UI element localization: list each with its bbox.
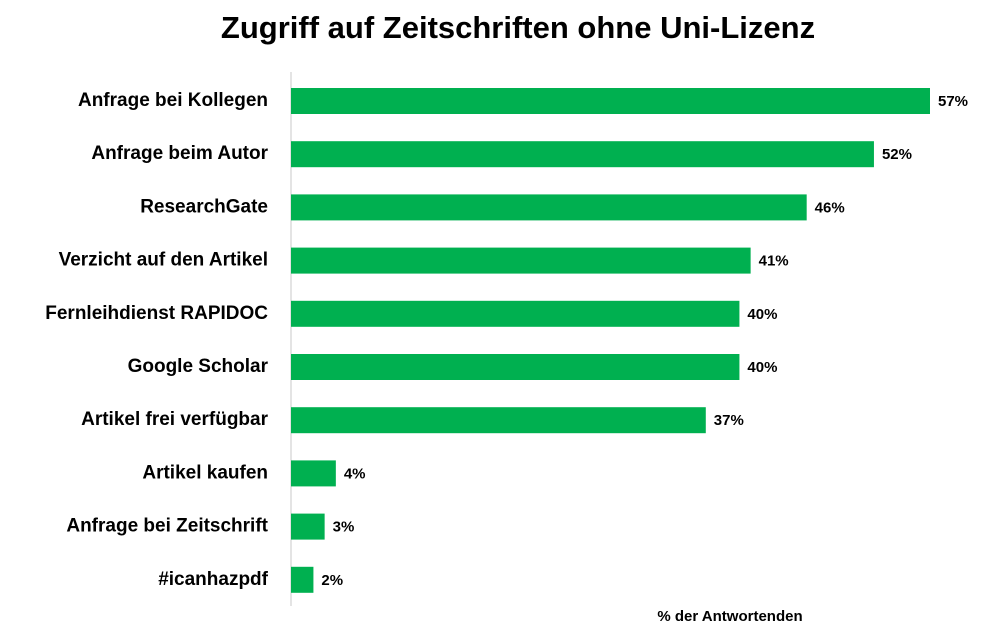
category-label: ResearchGate: [140, 196, 268, 217]
category-label: Artikel kaufen: [142, 462, 268, 483]
category-label: Anfrage beim Autor: [91, 143, 268, 164]
data-label: 2%: [321, 572, 343, 589]
data-label: 40%: [747, 359, 777, 376]
axis-title: % der Antwortenden: [657, 608, 802, 625]
data-label: 40%: [747, 306, 777, 323]
bar: [291, 300, 740, 327]
data-label: 37%: [714, 412, 744, 429]
bar: [291, 88, 930, 114]
data-label: 4%: [344, 465, 366, 482]
category-label: Google Scholar: [128, 356, 269, 377]
data-label: 52%: [882, 146, 912, 163]
bar: [291, 247, 751, 274]
bar: [291, 194, 807, 221]
bar: [291, 141, 874, 168]
category-label: #icanhazpdf: [158, 569, 268, 590]
category-label: Anfrage bei Zeitschrift: [66, 516, 268, 537]
data-label: 3%: [333, 519, 355, 536]
bar: [291, 566, 314, 593]
bar: [291, 407, 706, 434]
bar: [291, 460, 336, 487]
data-label: 46%: [815, 199, 845, 216]
category-label: Verzicht auf den Artikel: [59, 250, 268, 271]
chart-title: Zugriff auf Zeitschriften ohne Uni-Lizen…: [221, 10, 815, 45]
category-label: Artikel frei verfügbar: [81, 409, 268, 430]
category-label: Anfrage bei Kollegen: [78, 90, 268, 111]
bar: [291, 354, 740, 380]
bar: [291, 513, 325, 540]
category-label: Fernleihdienst RAPIDOC: [45, 303, 268, 324]
data-label: 41%: [759, 253, 789, 270]
data-label: 57%: [938, 93, 968, 110]
